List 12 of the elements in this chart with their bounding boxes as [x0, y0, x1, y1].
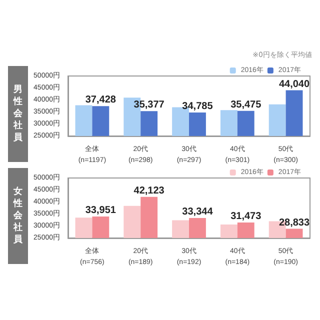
data-label: 44,040 [278, 78, 310, 90]
data-label: 28,833 [278, 217, 310, 228]
y-axis-title: 男性会社員 [14, 84, 22, 144]
data-label: 35,475 [230, 99, 262, 110]
data-label: 35,377 [134, 100, 165, 111]
data-label: 42,123 [134, 185, 165, 196]
data-label: 37,428 [85, 94, 116, 106]
data-label: 34,785 [182, 101, 214, 112]
data-label: 31,473 [230, 210, 262, 222]
y-axis-title: 女性会社員 [14, 186, 22, 246]
data-label: 33,951 [85, 205, 116, 216]
data-label: 33,344 [182, 206, 214, 218]
